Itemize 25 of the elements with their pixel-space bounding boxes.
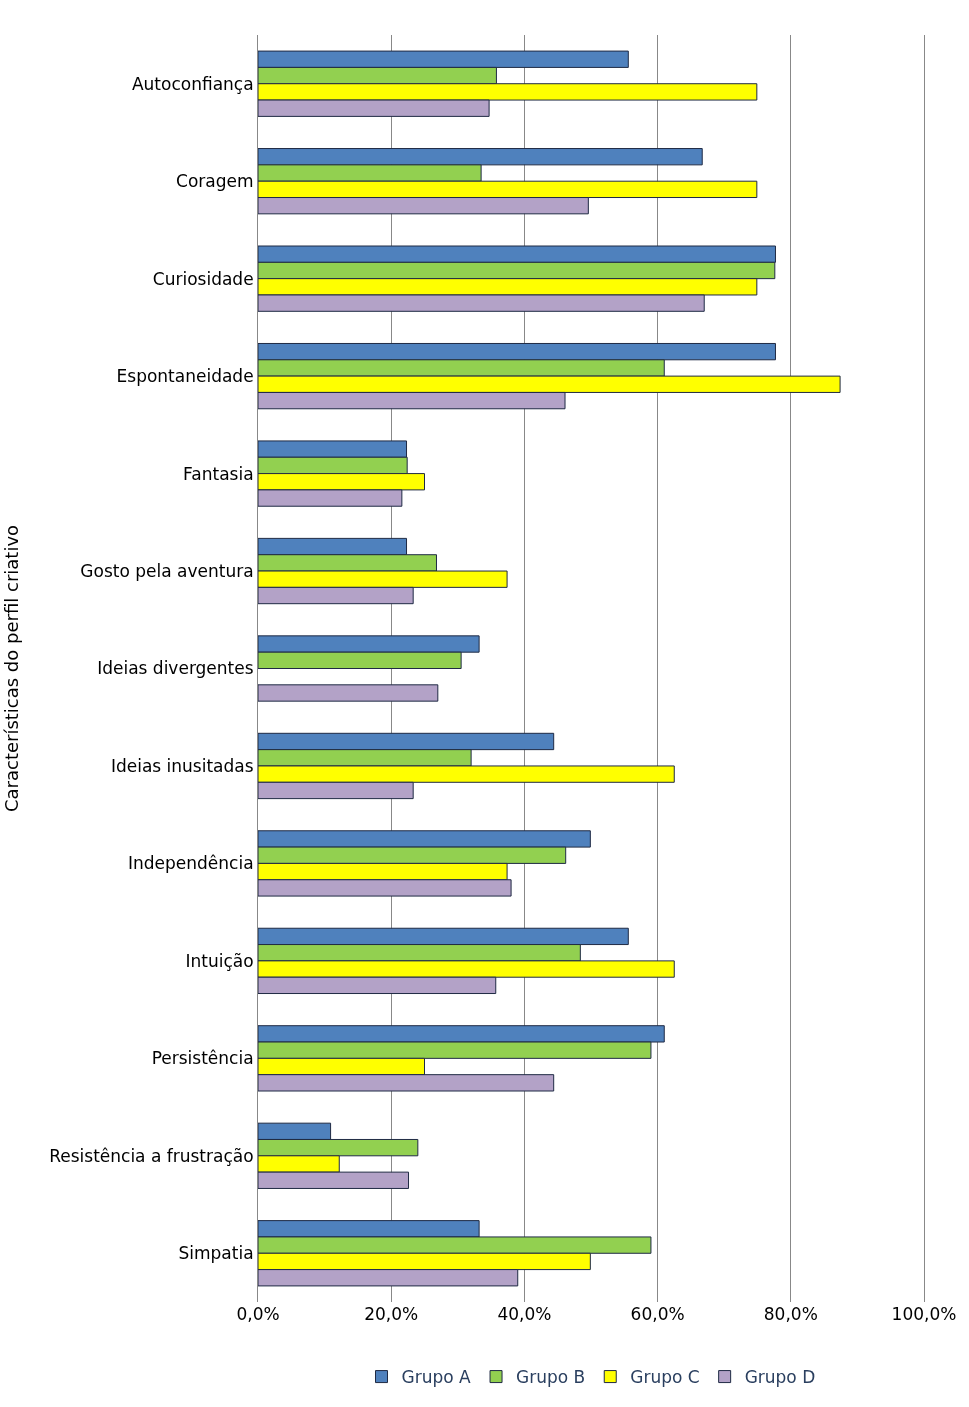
legend-label: Grupo C — [630, 1367, 700, 1388]
y-axis-title: Características do perfil criativo — [1, 524, 23, 813]
y-tick-label: Ideias inusitadas — [110, 755, 254, 776]
x-tick-label: 0,0% — [236, 1304, 280, 1324]
y-tick-label: Independência — [128, 853, 254, 874]
bar — [258, 684, 439, 702]
y-tick-label: Espontaneidade — [116, 366, 254, 387]
x-tick-label: 80,0% — [763, 1304, 818, 1324]
y-tick-label: Ideias divergentes — [97, 658, 254, 679]
legend-label: Grupo A — [401, 1367, 472, 1388]
y-tick-label: Resistência a frustração — [49, 1145, 254, 1166]
y-tick-label: Simpatia — [178, 1243, 254, 1264]
y-tick-label: Coragem — [176, 171, 254, 192]
y-tick-label: Gosto pela aventura — [80, 560, 254, 581]
legend-label: Grupo B — [516, 1367, 586, 1388]
y-tick-label: Intuição — [185, 950, 254, 971]
y-tick-label: Curiosidade — [152, 268, 254, 289]
x-tick-label: 60,0% — [630, 1304, 685, 1324]
x-tick-label: 100,0% — [891, 1304, 957, 1324]
y-tick-label: Fantasia — [183, 463, 254, 484]
x-tick-label: 40,0% — [497, 1304, 552, 1324]
y-tick-label: Autoconfiança — [131, 73, 254, 94]
x-tick-label: 20,0% — [364, 1304, 419, 1324]
y-tick-label: Persistência — [151, 1048, 254, 1069]
legend-label: Grupo D — [744, 1367, 816, 1388]
